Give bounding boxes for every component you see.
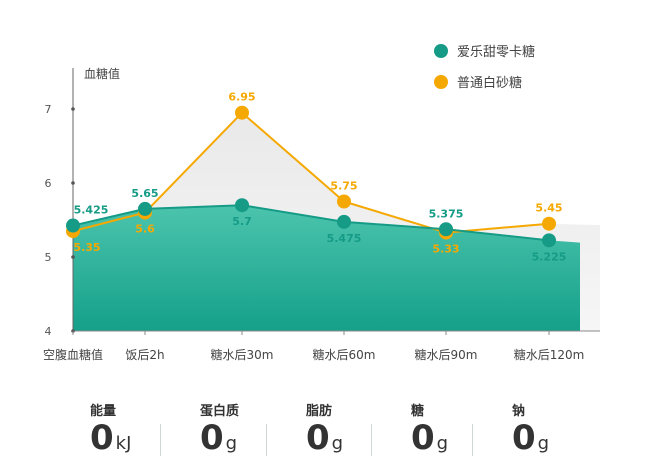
nutrition-divider xyxy=(160,424,161,456)
nutrition-label: 糖 xyxy=(411,404,425,419)
white-sugar-point xyxy=(337,194,351,209)
nutrition-label: 能量 xyxy=(90,404,117,419)
nutrition-unit: g xyxy=(225,433,238,454)
nutrition-item: 脂肪 0 g xyxy=(306,400,343,455)
nutrition-label: 蛋白质 xyxy=(200,404,240,419)
x-tick-label: 饭后2h xyxy=(125,348,164,362)
white-sugar-data-label: 5.75 xyxy=(330,180,357,193)
nutrition-unit: g xyxy=(436,433,449,454)
nutrition-number: 0 xyxy=(90,418,114,458)
white-sugar-data-label: 5.35 xyxy=(73,241,100,254)
white-sugar-point xyxy=(542,216,556,231)
y-tick-label: 5 xyxy=(45,251,52,264)
y-tick-label: 4 xyxy=(45,325,52,338)
nutrition-divider xyxy=(266,424,267,456)
y-axis-label: 血糖值 xyxy=(84,66,120,81)
blood-glucose-chart: 血糖值 4 5 6 7 空腹血糖值 饭后2h 糖水后30m 糖水后60m 糖水后90m 糖水后120… xyxy=(43,44,600,362)
zero-calorie-data-label: 5.425 xyxy=(74,204,109,217)
legend-marker xyxy=(434,44,448,58)
zero-calorie-sugar-point xyxy=(138,201,152,216)
white-sugar-data-label: 5.45 xyxy=(535,202,562,215)
nutrition-number: 0 xyxy=(306,418,330,458)
y-tick-label: 6 xyxy=(45,177,52,190)
white-sugar-data-label: 6.95 xyxy=(228,91,255,104)
zero-calorie-data-label: 5.475 xyxy=(327,232,362,245)
y-tick-label: 7 xyxy=(45,103,52,116)
nutrition-unit: g xyxy=(537,433,550,454)
y-tick-mark xyxy=(71,255,75,259)
x-tick-label: 糖水后90m xyxy=(415,347,478,362)
nutrition-divider xyxy=(371,424,372,456)
zero-calorie-sugar-point xyxy=(235,198,249,213)
zero-calorie-sugar-point xyxy=(66,218,80,233)
legend-marker xyxy=(434,75,448,89)
white-sugar-data-label: 5.33 xyxy=(432,243,459,256)
nutrition-divider xyxy=(472,424,473,456)
y-tick-mark xyxy=(71,181,75,185)
nutrition-item: 蛋白质 0 g xyxy=(200,400,239,455)
zero-calorie-sugar-point xyxy=(337,214,351,229)
zero-calorie-sugar-point xyxy=(542,233,556,248)
zero-calorie-data-label: 5.65 xyxy=(131,187,158,200)
x-tick-label: 糖水后120m xyxy=(514,347,585,362)
zero-calorie-sugar-line xyxy=(72,204,550,242)
zero-calorie-data-label: 5.375 xyxy=(429,207,464,220)
nutrition-label: 脂肪 xyxy=(306,404,333,419)
x-tick-label: 糖水后60m xyxy=(313,347,376,362)
nutrition-item: 能量 0 kJ xyxy=(90,400,131,455)
white-sugar-data-label: 5.6 xyxy=(135,223,155,236)
nutrition-number: 0 xyxy=(200,418,224,458)
x-tick-label: 空腹血糖值 xyxy=(43,347,103,362)
nutrition-unit: g xyxy=(331,433,344,454)
x-tick-label: 糖水后30m xyxy=(211,347,274,362)
zero-calorie-data-label: 5.7 xyxy=(232,215,252,228)
zero-calorie-sugar-area xyxy=(73,205,580,331)
nutrition-unit: kJ xyxy=(115,433,132,454)
nutrition-label: 钠 xyxy=(512,404,526,419)
nutrition-facts-panel: 能量 0 kJ 蛋白质 0 g 脂肪 0 g 糖 0 g 钠 0 g xyxy=(0,400,650,458)
y-tick-mark xyxy=(71,107,75,111)
zero-calorie-sugar-point xyxy=(439,222,453,237)
white-sugar-point xyxy=(235,105,249,120)
nutrition-number: 0 xyxy=(512,418,536,458)
nutrition-number: 0 xyxy=(411,418,435,458)
legend-label: 爱乐甜零卡糖 xyxy=(457,44,535,60)
nutrition-value: 0 kJ xyxy=(90,421,131,455)
legend-label: 普通白砂糖 xyxy=(457,75,522,91)
zero-calorie-data-label: 5.225 xyxy=(532,250,567,263)
